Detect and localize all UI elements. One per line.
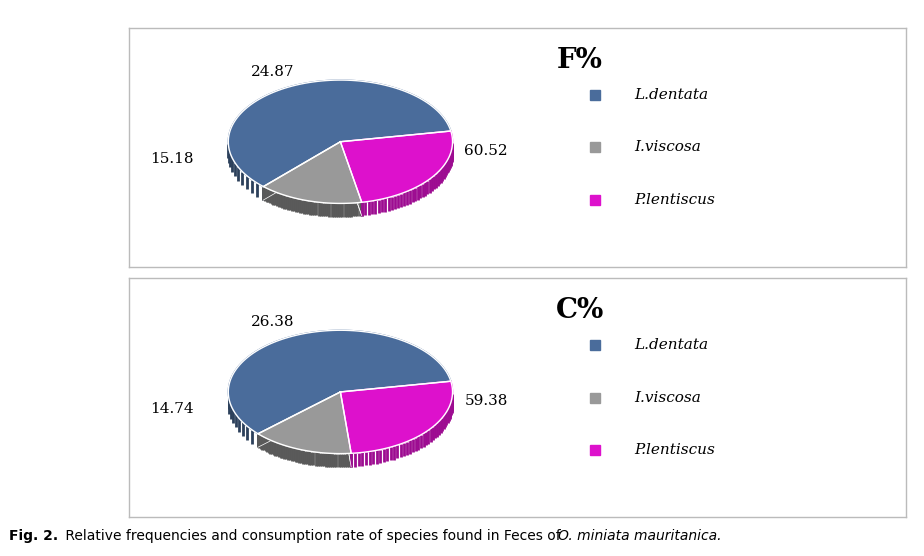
Text: F%: F% [556,47,602,74]
Text: 14.74: 14.74 [151,402,194,416]
Text: I.viscosa: I.viscosa [634,140,700,155]
Polygon shape [340,131,453,202]
Polygon shape [263,142,362,203]
Polygon shape [258,392,351,454]
Text: L.dentata: L.dentata [634,338,708,352]
Polygon shape [340,381,453,453]
Text: Fig. 2.: Fig. 2. [9,529,58,543]
Text: 15.18: 15.18 [151,152,194,166]
Text: 60.52: 60.52 [465,143,508,158]
Text: O. miniata mauritanica.: O. miniata mauritanica. [558,529,722,543]
Text: P.lentiscus: P.lentiscus [634,443,715,457]
Text: 59.38: 59.38 [465,394,508,408]
Text: 24.87: 24.87 [251,65,295,79]
Polygon shape [228,330,451,434]
Text: Relative frequencies and consumption rate of species found in Feces of: Relative frequencies and consumption rat… [61,529,565,543]
Text: I.viscosa: I.viscosa [634,390,700,405]
Polygon shape [228,80,451,187]
Text: 26.38: 26.38 [251,315,295,329]
Text: L.dentata: L.dentata [634,88,708,102]
Text: C%: C% [555,297,603,324]
Text: P.lentiscus: P.lentiscus [634,193,715,207]
